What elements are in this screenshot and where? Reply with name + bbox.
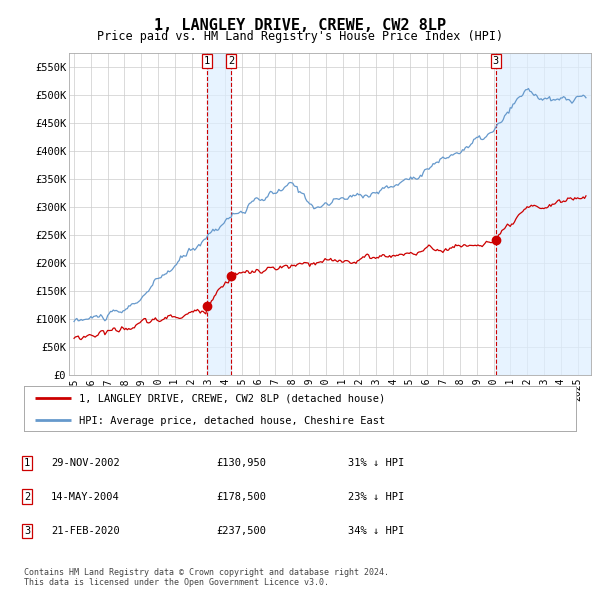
Text: 1, LANGLEY DRIVE, CREWE, CW2 8LP (detached house): 1, LANGLEY DRIVE, CREWE, CW2 8LP (detach… — [79, 394, 385, 404]
Text: 1, LANGLEY DRIVE, CREWE, CW2 8LP: 1, LANGLEY DRIVE, CREWE, CW2 8LP — [154, 18, 446, 33]
Text: 1: 1 — [203, 56, 210, 66]
Text: HPI: Average price, detached house, Cheshire East: HPI: Average price, detached house, Ches… — [79, 415, 385, 425]
Text: £178,500: £178,500 — [216, 492, 266, 502]
Text: 31% ↓ HPI: 31% ↓ HPI — [348, 458, 404, 468]
Text: 21-FEB-2020: 21-FEB-2020 — [51, 526, 120, 536]
Text: 23% ↓ HPI: 23% ↓ HPI — [348, 492, 404, 502]
Text: 3: 3 — [493, 56, 499, 66]
Text: £237,500: £237,500 — [216, 526, 266, 536]
Bar — [496, 53, 591, 375]
Text: 3: 3 — [24, 526, 30, 536]
Text: 14-MAY-2004: 14-MAY-2004 — [51, 492, 120, 502]
Text: 2: 2 — [24, 492, 30, 502]
Text: Contains HM Land Registry data © Crown copyright and database right 2024.
This d: Contains HM Land Registry data © Crown c… — [24, 568, 389, 587]
Text: Price paid vs. HM Land Registry's House Price Index (HPI): Price paid vs. HM Land Registry's House … — [97, 30, 503, 43]
Text: 1: 1 — [24, 458, 30, 468]
Text: 34% ↓ HPI: 34% ↓ HPI — [348, 526, 404, 536]
Text: £130,950: £130,950 — [216, 458, 266, 468]
Text: 29-NOV-2002: 29-NOV-2002 — [51, 458, 120, 468]
Text: 2: 2 — [228, 56, 235, 66]
Bar — [207, 53, 232, 375]
